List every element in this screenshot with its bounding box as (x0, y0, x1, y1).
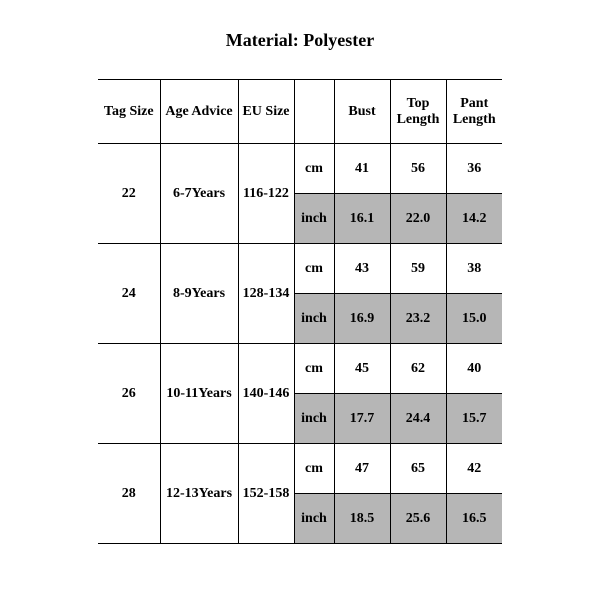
cell-bust: 43 (334, 244, 390, 294)
table-body: 22 6-7Years 116-122 cm 41 56 36 inch 16.… (98, 144, 502, 544)
cell-bust: 45 (334, 344, 390, 394)
cell-pant-length: 36 (446, 144, 502, 194)
cell-age-advice: 8-9Years (160, 244, 238, 344)
cell-tag-size: 28 (98, 444, 160, 544)
cell-eu-size: 152-158 (238, 444, 294, 544)
cell-pant-length: 38 (446, 244, 502, 294)
cell-tag-size: 22 (98, 144, 160, 244)
col-pant-length: Pant Length (446, 80, 502, 144)
cell-bust: 16.9 (334, 294, 390, 344)
cell-unit-inch: inch (294, 194, 334, 244)
table-row: 22 6-7Years 116-122 cm 41 56 36 (98, 144, 502, 194)
cell-age-advice: 10-11Years (160, 344, 238, 444)
cell-eu-size: 140-146 (238, 344, 294, 444)
cell-top-length: 65 (390, 444, 446, 494)
cell-pant-length: 16.5 (446, 494, 502, 544)
cell-top-length: 23.2 (390, 294, 446, 344)
cell-pant-length: 40 (446, 344, 502, 394)
cell-pant-length: 15.7 (446, 394, 502, 444)
page: Material: Polyester Tag Size Age Advice … (0, 0, 600, 600)
cell-bust: 47 (334, 444, 390, 494)
cell-bust: 41 (334, 144, 390, 194)
cell-tag-size: 24 (98, 244, 160, 344)
cell-eu-size: 128-134 (238, 244, 294, 344)
cell-eu-size: 116-122 (238, 144, 294, 244)
cell-top-length: 22.0 (390, 194, 446, 244)
cell-bust: 17.7 (334, 394, 390, 444)
col-top-length: Top Length (390, 80, 446, 144)
cell-unit-cm: cm (294, 244, 334, 294)
cell-unit-inch: inch (294, 494, 334, 544)
col-unit (294, 80, 334, 144)
col-eu-size: EU Size (238, 80, 294, 144)
table-row: 26 10-11Years 140-146 cm 45 62 40 (98, 344, 502, 394)
cell-pant-length: 15.0 (446, 294, 502, 344)
size-table: Tag Size Age Advice EU Size Bust Top Len… (98, 79, 502, 544)
cell-unit-inch: inch (294, 394, 334, 444)
cell-top-length: 56 (390, 144, 446, 194)
table-header-row: Tag Size Age Advice EU Size Bust Top Len… (98, 80, 502, 144)
cell-top-length: 62 (390, 344, 446, 394)
cell-top-length: 24.4 (390, 394, 446, 444)
cell-pant-length: 14.2 (446, 194, 502, 244)
cell-top-length: 25.6 (390, 494, 446, 544)
col-bust: Bust (334, 80, 390, 144)
table-row: 24 8-9Years 128-134 cm 43 59 38 (98, 244, 502, 294)
cell-unit-cm: cm (294, 144, 334, 194)
cell-unit-cm: cm (294, 444, 334, 494)
cell-pant-length: 42 (446, 444, 502, 494)
table-row: 28 12-13Years 152-158 cm 47 65 42 (98, 444, 502, 494)
col-tag-size: Tag Size (98, 80, 160, 144)
col-age-advice: Age Advice (160, 80, 238, 144)
cell-bust: 18.5 (334, 494, 390, 544)
page-title: Material: Polyester (0, 30, 600, 51)
cell-unit-inch: inch (294, 294, 334, 344)
cell-age-advice: 12-13Years (160, 444, 238, 544)
cell-top-length: 59 (390, 244, 446, 294)
cell-unit-cm: cm (294, 344, 334, 394)
cell-bust: 16.1 (334, 194, 390, 244)
cell-tag-size: 26 (98, 344, 160, 444)
cell-age-advice: 6-7Years (160, 144, 238, 244)
